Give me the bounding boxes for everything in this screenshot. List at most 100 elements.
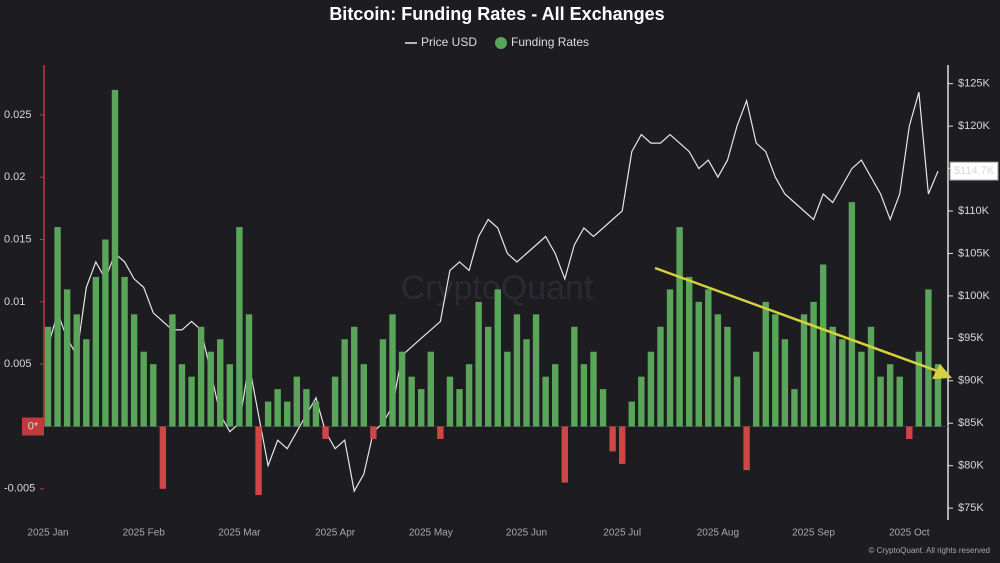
y2-tick-label: $75K [958, 502, 984, 514]
funding-bar [322, 426, 329, 439]
legend-label: Price USD [421, 35, 477, 49]
funding-bar [647, 351, 655, 427]
funding-bar [456, 389, 463, 427]
funding-bar [839, 339, 846, 427]
x-tick-label: 2025 Jul [603, 528, 641, 539]
funding-bar [762, 301, 769, 427]
funding-bar [638, 376, 645, 427]
funding-bar [303, 389, 310, 427]
funding-bar [44, 326, 52, 427]
funding-bar [695, 301, 702, 427]
funding-bar [580, 364, 588, 427]
funding-bar [389, 314, 396, 427]
funding-bar [906, 426, 913, 439]
legend-dot [495, 37, 507, 49]
funding-bar [800, 314, 808, 427]
funding-bar [915, 351, 923, 427]
funding-bar [896, 376, 903, 427]
y-tick-label: 0.02 [4, 171, 25, 183]
funding-bar [934, 364, 942, 427]
funding-bar [140, 351, 147, 427]
y2-tick-label: $95K [958, 332, 984, 344]
x-tick-label: 2025 Mar [218, 528, 261, 539]
funding-bar [245, 314, 253, 427]
funding-bar [867, 326, 875, 427]
y-tick-label: 0* [28, 420, 39, 432]
funding-bar [197, 326, 205, 427]
x-tick-label: 2025 Jun [506, 528, 547, 539]
source: © CryptoQuant. All rights reserved [869, 546, 991, 555]
funding-bar [599, 389, 607, 427]
funding-bar [523, 339, 530, 427]
funding-bar [293, 376, 301, 427]
funding-bar [274, 389, 281, 427]
funding-bar [446, 376, 454, 427]
funding-bar [791, 389, 798, 427]
funding-bar [150, 364, 157, 427]
x-tick-label: 2025 May [409, 528, 453, 539]
funding-bar [226, 364, 234, 427]
funding-bar [733, 376, 741, 427]
funding-bar [609, 426, 616, 452]
funding-bar [552, 364, 559, 427]
funding-bar [236, 227, 243, 427]
y2-tick-label: $80K [958, 460, 984, 472]
legend-label: Funding Rates [511, 35, 589, 49]
funding-bar [590, 351, 597, 427]
funding-bar [628, 401, 635, 427]
funding-bar [532, 314, 540, 427]
x-tick-label: 2025 Apr [315, 528, 356, 539]
y2-tick-label: $120K [958, 120, 990, 132]
funding-bar [666, 289, 674, 427]
funding-bar [159, 426, 167, 489]
funding-bar [73, 314, 80, 427]
funding-bar [130, 314, 138, 427]
funding-bar [714, 314, 722, 427]
funding-bar [465, 364, 473, 427]
funding-bar [379, 339, 387, 427]
funding-bar [188, 376, 195, 427]
funding-bar [743, 426, 750, 471]
funding-bar [360, 364, 368, 427]
last-price-label: $114.7K [954, 165, 995, 177]
funding-bar [341, 339, 348, 427]
funding-bar [437, 426, 444, 439]
last-price-box [949, 161, 999, 181]
funding-bar [705, 289, 712, 427]
y-tick-label: 0.01 [4, 296, 25, 308]
x-tick-label: 2025 Feb [123, 528, 166, 539]
funding-bar [513, 314, 521, 427]
y2-tick-label: $125K [958, 78, 990, 90]
trend-arrow-head [932, 364, 952, 379]
funding-bar [178, 364, 186, 427]
y-tick-label: 0.025 [4, 109, 32, 121]
funding-bar [169, 314, 176, 427]
chart-title: Bitcoin: Funding Rates - All Exchanges [329, 4, 664, 24]
funding-bar [312, 401, 320, 427]
zero-label-box [22, 417, 44, 436]
y-tick-label: 0.005 [4, 358, 32, 370]
funding-bar [408, 376, 415, 427]
y-tick-label: 0.015 [4, 233, 32, 245]
funding-bar [111, 89, 119, 427]
x-tick-label: 2025 Aug [697, 528, 739, 539]
funding-bar [217, 339, 224, 427]
x-tick-label: 2025 Jan [27, 528, 68, 539]
funding-bar [370, 426, 377, 439]
funding-bar [121, 276, 128, 427]
x-tick-label: 2025 Sep [792, 528, 835, 539]
funding-bar [877, 376, 884, 427]
y2-tick-label: $90K [958, 375, 984, 387]
funding-bar [685, 276, 693, 427]
funding-bar [255, 426, 262, 496]
funding-bar [561, 426, 568, 483]
funding-bar [494, 289, 501, 427]
funding-bar [829, 326, 836, 427]
funding-bar [772, 314, 779, 427]
funding-bar [54, 227, 61, 427]
funding-bar [571, 326, 578, 427]
funding-bar [676, 227, 683, 427]
